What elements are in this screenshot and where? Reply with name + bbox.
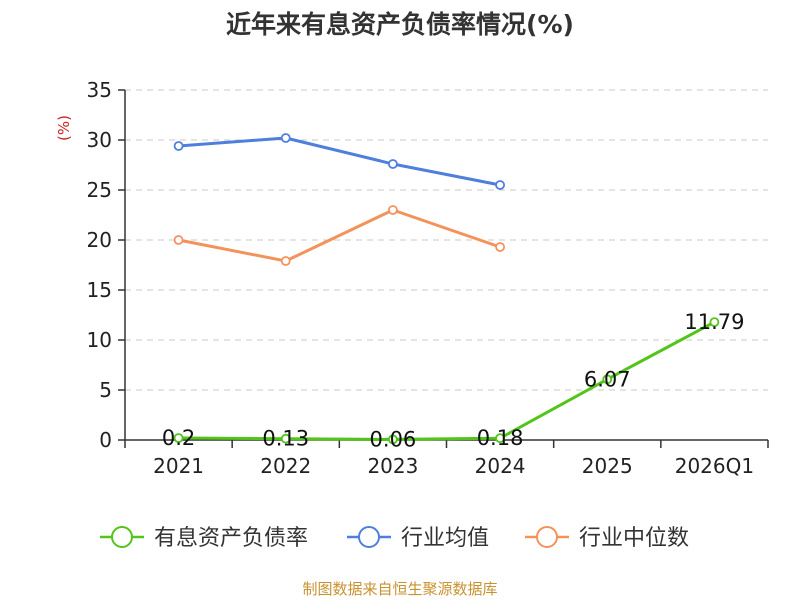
y-tick-label: 25 [87,178,112,202]
y-tick-label: 30 [87,128,112,152]
y-tick-label: 15 [87,278,112,302]
data-point [173,433,184,443]
data-label: 6.07 [584,367,631,391]
x-tick-label: 2025 [582,454,633,478]
data-labels: 0.2 0.13 0.06 0.18 6.07 11.79 [162,310,745,451]
data-point [280,433,291,444]
x-tick-label: 2023 [367,454,418,478]
legend-item: 行业均值 [401,526,489,551]
data-label: 0.2 [162,426,195,450]
legend-item: 有息资产负债率 [154,526,308,551]
y-tick-label: 35 [87,78,112,102]
data-point [709,317,720,328]
data-point [280,256,291,266]
y-tick-label: 0 [99,428,112,452]
series-line [178,320,716,441]
data-point [495,242,505,252]
y-tick-label: 20 [87,228,112,252]
y-tick-label: 10 [87,328,112,352]
data-label: 11.79 [684,310,744,334]
y-axis-label: (%) [55,115,73,141]
series-lines [173,133,720,445]
data-point [173,141,184,151]
y-tick-label: 5 [99,378,112,402]
data-point [495,433,505,444]
series-line [178,208,501,263]
data-label: 0.06 [370,427,417,451]
data-point [173,235,184,245]
legend: 有息资产负债率 行业均值 行业中位数 [100,526,689,551]
source-note: 制图数据来自恒生聚源数据库 [302,580,498,598]
series-line [178,136,501,187]
x-tick-label: 2024 [475,454,526,478]
data-point [280,133,291,143]
grid-lines [125,89,768,391]
chart-title: 近年来有息资产负债率情况(%) [226,10,574,39]
data-label: 0.18 [477,426,524,450]
x-tick-label: 2022 [260,454,311,478]
data-point [495,180,505,190]
legend-marker [358,526,380,548]
x-tick-label: 2021 [153,454,204,478]
x-tick-label: 2026Q1 [675,454,754,478]
data-label: 0.13 [262,427,309,451]
legend-marker [111,526,133,548]
legend-marker [536,526,558,548]
x-axis-ticks: 2021 2022 2023 2024 2025 2026Q1 [124,440,769,478]
data-point [388,159,398,169]
data-point [602,374,613,385]
data-point [388,434,398,445]
legend-item: 行业中位数 [579,526,689,551]
data-point [388,205,398,215]
y-axis-ticks: 0 5 10 15 20 25 30 35 [87,78,125,452]
